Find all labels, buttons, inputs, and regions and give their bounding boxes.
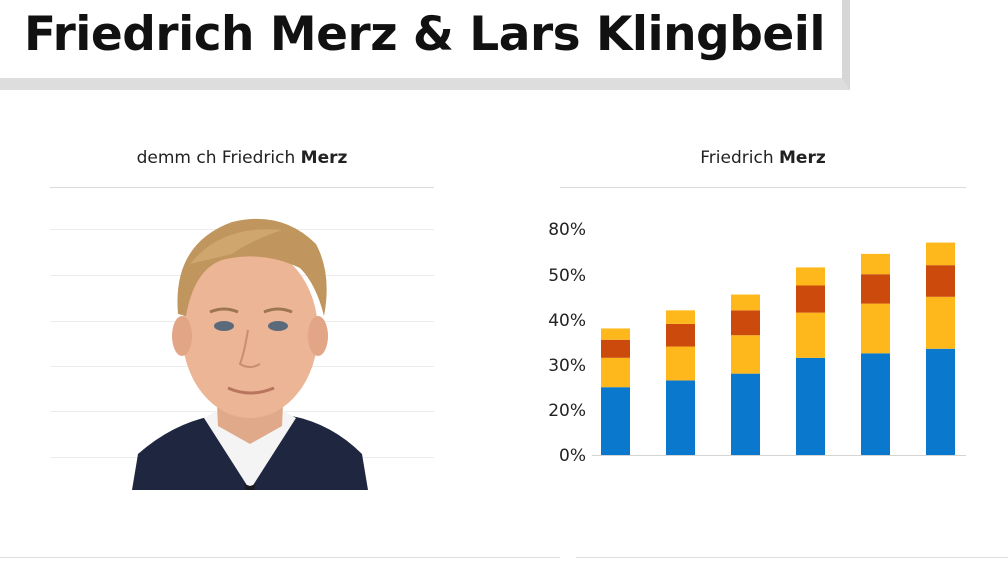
bar-segment-2 xyxy=(601,357,630,388)
bar-segment-2 xyxy=(926,296,955,349)
bar-segment-4 xyxy=(666,310,695,324)
bar-segment-4 xyxy=(796,267,825,286)
page-title: Friedrich Merz & Lars Klingbeil xyxy=(24,7,825,62)
bottom-divider xyxy=(576,557,1008,558)
bar-segment-1 xyxy=(861,353,890,455)
bar-segment-1 xyxy=(601,387,630,455)
bar-segment-4 xyxy=(731,294,760,311)
y-tick-label: 20% xyxy=(548,401,586,421)
bar-segment-3 xyxy=(666,323,695,347)
bar-segment-2 xyxy=(796,312,825,358)
right-heading-light: Friedrich xyxy=(700,148,779,168)
bar-segment-3 xyxy=(601,339,630,358)
right-panel-rule xyxy=(560,187,966,188)
bar-segment-1 xyxy=(731,373,760,455)
bar-segment-4 xyxy=(861,253,890,275)
y-tick-label: 30% xyxy=(548,356,586,376)
y-tick-label: 50% xyxy=(548,266,586,286)
left-heading-bold: Merz xyxy=(300,148,348,168)
bar-segment-1 xyxy=(926,348,955,455)
y-tick-label: 0% xyxy=(559,446,586,466)
y-tick-label: 80% xyxy=(548,220,586,240)
bar-segment-3 xyxy=(861,274,890,304)
left-panel-heading: demm ch Friedrich Merz xyxy=(50,148,434,168)
left-panel-rule xyxy=(50,187,434,188)
bar-segment-2 xyxy=(861,303,890,354)
bar-segment-1 xyxy=(796,357,825,455)
title-banner: Friedrich Merz & Lars Klingbeil xyxy=(0,0,850,90)
bar-segment-2 xyxy=(666,346,695,381)
bar-segment-3 xyxy=(796,285,825,313)
portrait-photo xyxy=(132,204,368,490)
bar-segment-3 xyxy=(926,265,955,297)
right-panel-heading: Friedrich Merz xyxy=(560,148,966,168)
bar-segment-3 xyxy=(731,310,760,336)
bar-segment-4 xyxy=(926,242,955,266)
bottom-divider xyxy=(0,557,560,558)
bar-segment-1 xyxy=(666,380,695,455)
right-heading-bold: Merz xyxy=(779,148,826,168)
bar-segment-4 xyxy=(601,328,630,340)
bar-segment-2 xyxy=(731,335,760,374)
y-tick-label: 40% xyxy=(548,311,586,331)
left-heading-light: demm ch Friedrich xyxy=(136,148,301,168)
stacked-bar-chart: 0% 20% 30% 40% 50% 80% xyxy=(548,220,966,466)
